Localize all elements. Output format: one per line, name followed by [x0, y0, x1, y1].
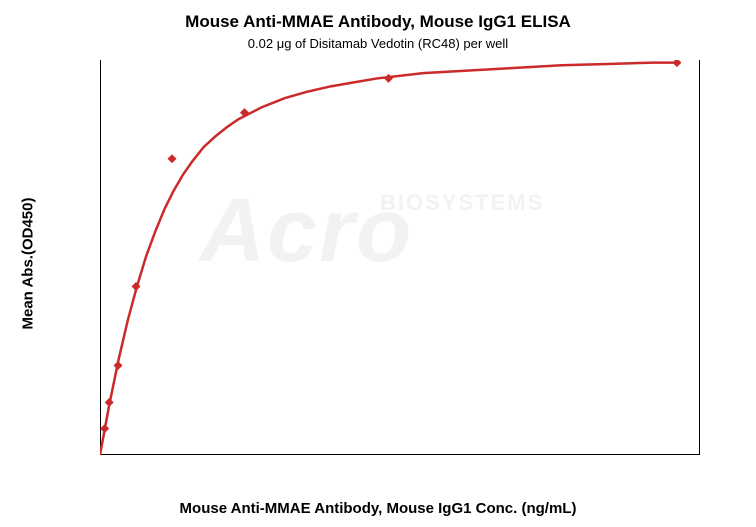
data-marker: [100, 424, 109, 433]
x-axis-label: Mouse Anti-MMAE Antibody, Mouse IgG1 Con…: [0, 500, 756, 517]
data-marker: [672, 60, 681, 67]
y-axis-label: Mean Abs.(OD450): [18, 0, 38, 527]
chart-container: Acro BIOSYSTEMS Mouse Anti-MMAE Antibody…: [0, 0, 756, 527]
data-marker: [168, 154, 177, 163]
chart-title: Mouse Anti-MMAE Antibody, Mouse IgG1 ELI…: [0, 12, 756, 32]
plot-area: 0246810120.00.51.01.52.02.53.0: [100, 60, 700, 455]
markers-group: [100, 60, 681, 433]
data-marker: [114, 361, 123, 370]
data-marker: [105, 398, 114, 407]
chart-subtitle: 0.02 μg of Disitamab Vedotin (RC48) per …: [0, 36, 756, 51]
axes: [100, 60, 700, 455]
tick-labels: 0246810120.00.51.01.52.02.53.0: [100, 60, 662, 455]
curve-group: [100, 63, 677, 455]
data-marker: [384, 74, 393, 83]
